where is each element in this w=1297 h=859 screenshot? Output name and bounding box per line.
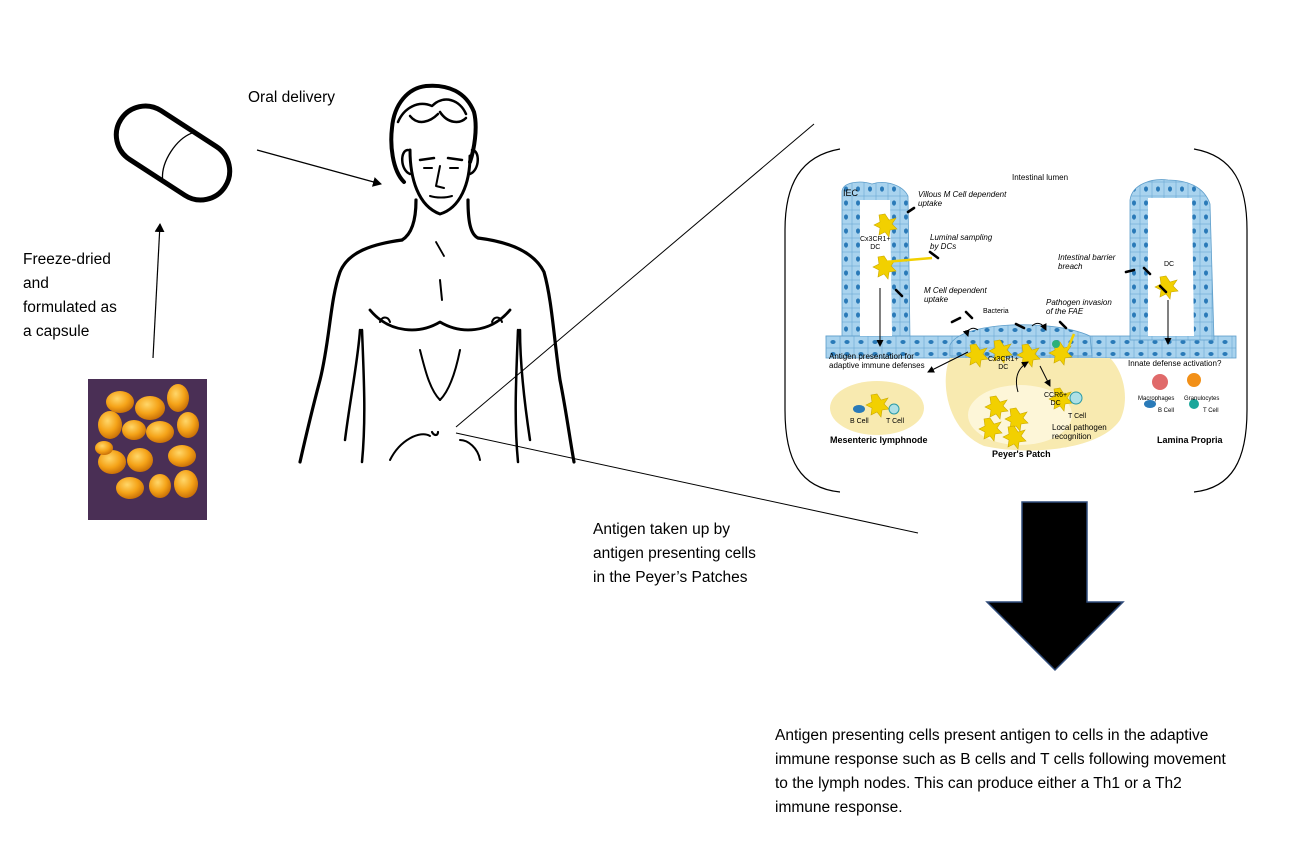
inset-cx3cr1-center-line-1: Cx3CR1+ bbox=[988, 356, 1019, 363]
inset-dc: DC bbox=[1164, 261, 1175, 268]
freeze-dried-line-2: and bbox=[23, 275, 49, 292]
inset-arrows bbox=[876, 288, 1172, 393]
inset-cx3cr1-center-line-2: DC bbox=[998, 364, 1009, 371]
dendrite-extension-fae bbox=[1066, 333, 1076, 349]
inset-ccr6-dc: CCR6+ DC bbox=[1044, 392, 1067, 408]
inset-innate-activation: Innate defense activation? bbox=[1128, 359, 1222, 368]
inset-lamina-propria-label: Lamina Propria bbox=[1157, 435, 1223, 445]
inset-intestinal-barrier-line-1: Intestinal barrier bbox=[1058, 253, 1116, 262]
inset-cx3cr1-left-line-2: DC bbox=[870, 244, 881, 251]
inset-luminal-sampling-line-1: Luminal sampling bbox=[930, 233, 993, 242]
zoom-line-bottom bbox=[455, 432, 919, 534]
antigen-uptake-line-2: antigen presenting cells bbox=[593, 545, 756, 562]
inset-pathogen-invasion: Pathogen invasion of the FAE bbox=[1046, 298, 1112, 316]
inset-frame-right bbox=[1193, 148, 1248, 493]
freeze-dried-line-4: a capsule bbox=[23, 323, 90, 340]
inset-t-cell-left: T Cell bbox=[886, 418, 905, 425]
inset-ccr6-line-1: CCR6+ bbox=[1044, 392, 1068, 399]
lymphocytes bbox=[853, 340, 1201, 415]
freeze-dried-label: Freeze-dried and formulated as a capsule bbox=[23, 248, 117, 344]
oral-delivery-arrow bbox=[256, 149, 382, 187]
antigen-uptake-label: Antigen taken up by antigen presenting c… bbox=[593, 518, 756, 590]
inset-peyers-patch-label: Peyer's Patch bbox=[992, 449, 1051, 459]
inset-villous-m-cell-line-2: uptake bbox=[918, 199, 943, 208]
adaptive-response-line-2: immune response such as B cells and T ce… bbox=[775, 751, 1226, 768]
inset-t-cell-right: T Cell bbox=[1203, 408, 1219, 414]
inset-granulocytes: Granulocytes bbox=[1184, 396, 1220, 402]
inset-t-cell-center: T Cell bbox=[1068, 413, 1087, 420]
inset-local-pathogen-line-2: recognition bbox=[1052, 432, 1092, 441]
inset-ccr6-line-2: DC bbox=[1050, 400, 1061, 407]
inset-antigen-presentation-line-2: adaptive immune defenses bbox=[829, 361, 925, 370]
capsule-icon bbox=[113, 103, 233, 203]
inset-intestinal-barrier-line-2: breach bbox=[1058, 262, 1083, 271]
capsule-arrow bbox=[152, 223, 165, 359]
freeze-dried-line-1: Freeze-dried bbox=[23, 251, 111, 268]
inset-b-cell-right: B Cell bbox=[1158, 408, 1175, 414]
inset-bacteria: Bacteria bbox=[983, 308, 1009, 315]
inset-villous-m-cell: Villous M Cell dependent uptake bbox=[918, 190, 1006, 208]
inset-intestinal-lumen: Intestinal lumen bbox=[1012, 173, 1069, 182]
adaptive-response-line-1: Antigen presenting cells present antigen… bbox=[775, 727, 1209, 744]
inset-antigen-presentation: Antigen presentation for adaptive immune… bbox=[829, 352, 925, 370]
zoom-line-top bbox=[455, 123, 815, 428]
luminal-bacteria bbox=[894, 206, 1168, 330]
inset-iec: IEC bbox=[843, 188, 859, 198]
inset-local-pathogen-line-1: Local pathogen bbox=[1052, 423, 1107, 432]
inset-m-cell-uptake-line-1: M Cell dependent bbox=[924, 286, 987, 295]
human-figure bbox=[298, 83, 576, 464]
dendrite-extension bbox=[883, 256, 933, 264]
bacteria-micrograph bbox=[88, 379, 207, 520]
inset-frame-left bbox=[784, 148, 841, 493]
inset-m-cell-uptake-line-2: uptake bbox=[924, 295, 949, 304]
adaptive-response-line-4: immune response. bbox=[775, 799, 903, 816]
oral-delivery-label: Oral delivery bbox=[248, 89, 335, 106]
inset-luminal-sampling: Luminal sampling by DCs bbox=[930, 233, 992, 251]
inset-local-pathogen: Local pathogen recognition bbox=[1052, 423, 1107, 441]
inset-mesenteric-label: Mesenteric lymphnode bbox=[830, 435, 928, 445]
adaptive-response-label: Antigen presenting cells present antigen… bbox=[775, 724, 1275, 820]
inset-b-cell-left: B Cell bbox=[850, 418, 869, 425]
inset-pathogen-invasion-line-2: of the FAE bbox=[1046, 307, 1084, 316]
inset-antigen-presentation-line-1: Antigen presentation for bbox=[829, 352, 914, 361]
inset-luminal-sampling-line-2: by DCs bbox=[930, 242, 957, 251]
inset-cx3cr1-left-line-1: Cx3CR1+ bbox=[860, 236, 891, 243]
adaptive-response-line-3: to the lymph nodes. This can produce eit… bbox=[775, 775, 1182, 792]
freeze-dried-line-3: formulated as bbox=[23, 299, 117, 316]
inset-pathogen-invasion-line-1: Pathogen invasion bbox=[1046, 298, 1112, 307]
inset-intestinal-barrier: Intestinal barrier breach bbox=[1058, 253, 1115, 271]
inset-m-cell-uptake: M Cell dependent uptake bbox=[924, 286, 987, 304]
downward-flow-arrow bbox=[985, 501, 1125, 672]
inset-macrophages: Macrophages bbox=[1138, 396, 1175, 402]
inset-villous-m-cell-line-1: Villous M Cell dependent bbox=[918, 190, 1007, 199]
antigen-uptake-line-3: in the Peyer’s Patches bbox=[593, 569, 748, 586]
inset-cx3cr1-dc-center: Cx3CR1+ DC bbox=[988, 356, 1019, 372]
antigen-uptake-line-1: Antigen taken up by bbox=[593, 521, 731, 538]
inset-cx3cr1-dc-left: Cx3CR1+ DC bbox=[860, 236, 891, 252]
